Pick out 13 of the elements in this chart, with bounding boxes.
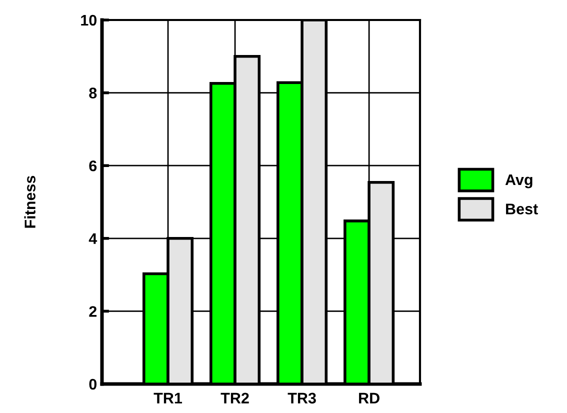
x-tick-label: TR2 — [220, 392, 249, 404]
legend-label: Avg — [505, 174, 532, 188]
x-tick-label: TR1 — [154, 392, 182, 404]
y-tick-label: 0 — [89, 378, 97, 390]
y-axis-title: Fitness — [24, 176, 36, 228]
y-tick-label: 6 — [89, 160, 97, 172]
y-tick-label: 4 — [88, 233, 98, 244]
y-tick-label: 8 — [89, 88, 97, 98]
x-tick-label: RD — [359, 392, 380, 404]
y-tick-label: 10 — [81, 14, 97, 26]
x-tick-label: TR3 — [288, 392, 316, 404]
legend-label: Best — [506, 204, 538, 214]
y-tick-label: 2 — [89, 306, 97, 317]
